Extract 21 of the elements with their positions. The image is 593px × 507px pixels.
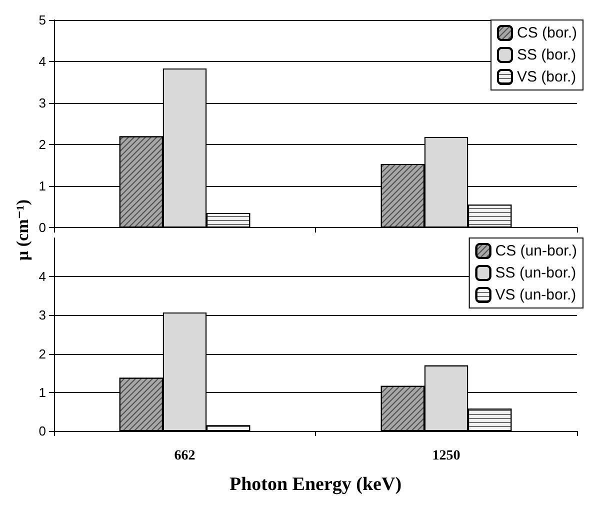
x-axis-title: Photon Energy (keV): [229, 474, 402, 495]
y-tick-label: 1: [38, 384, 46, 400]
x-tick-label: 662: [174, 448, 196, 464]
legend-label: VS (bor.): [516, 68, 576, 86]
y-tick-label: 3: [38, 308, 46, 323]
legend-label: SS (bor.): [516, 46, 576, 64]
y-tick-label: 4: [38, 269, 46, 284]
y-tick-label: 2: [38, 137, 46, 152]
legend-label: SS (un-bor.): [495, 264, 576, 282]
legend-label: VS (un-bor.): [495, 286, 576, 304]
y-tick-label: 5: [38, 12, 46, 28]
y-tick-label: 1: [38, 178, 46, 194]
y-tick-label: 0: [38, 424, 46, 438]
y-tick-label: 2: [38, 346, 46, 362]
y-tick-label: 3: [38, 96, 46, 110]
y-axis-title: μ (cm⁻¹): [13, 198, 33, 262]
x-tick-label: 1250: [432, 448, 460, 464]
legend-label: CS (bor.): [516, 24, 578, 42]
y-tick-label: 4: [38, 54, 46, 69]
legend-label: CS (un-bor.): [495, 242, 578, 260]
y-tick-label: 0: [38, 220, 46, 235]
